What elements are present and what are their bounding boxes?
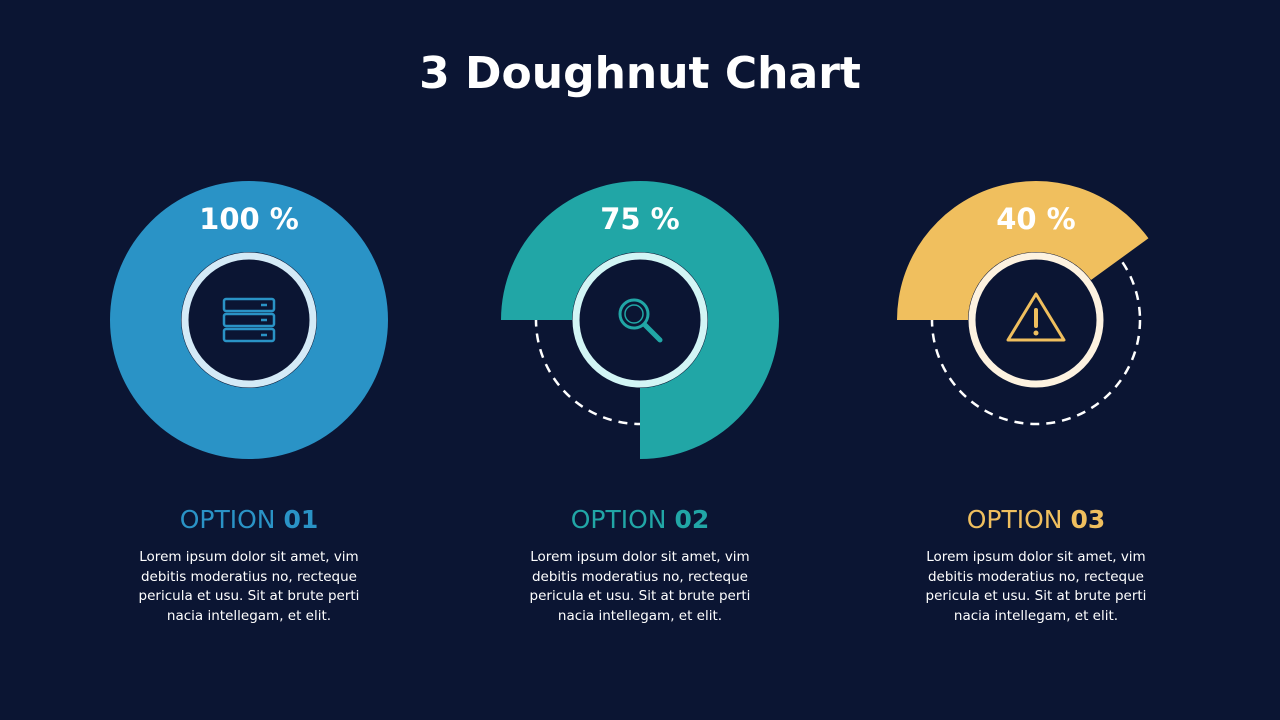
- icon-part: [642, 322, 663, 343]
- option-word: OPTION: [180, 505, 276, 534]
- option-label: OPTION 03: [967, 505, 1106, 534]
- description: Lorem ipsum dolor sit amet, vim debitis …: [138, 549, 360, 624]
- description: Lorem ipsum dolor sit amet, vim debitis …: [529, 549, 751, 624]
- value-label: 40 %: [996, 202, 1076, 236]
- icon-part: [1033, 330, 1039, 336]
- icon-part: [222, 297, 276, 313]
- slide-title: 3 Doughnut Chart: [419, 48, 861, 99]
- value-label: 100 %: [199, 202, 299, 236]
- option-number: 02: [674, 505, 709, 534]
- doughnut-group: 100 % OPTION 01: [110, 181, 388, 534]
- doughnut-arc: [501, 181, 779, 459]
- option-label: OPTION 01: [180, 505, 319, 534]
- icon-part: [1006, 292, 1066, 342]
- doughnut-group: 40 % OPTION 03: [897, 180, 1149, 534]
- icon-part: [222, 312, 276, 328]
- icon-part: [222, 327, 276, 343]
- description: Lorem ipsum dolor sit amet, vim debitis …: [925, 549, 1147, 624]
- value-label: 75 %: [600, 202, 680, 236]
- doughnut-arc: [110, 181, 388, 459]
- option-label: OPTION 02: [571, 505, 710, 534]
- option-word: OPTION: [571, 505, 667, 534]
- doughnut-arc: [897, 180, 1149, 320]
- option-number: 03: [1070, 505, 1105, 534]
- icon-part: [624, 304, 644, 324]
- option-number: 01: [283, 505, 318, 534]
- doughnut-group: 75 % OPTION 02: [501, 181, 779, 534]
- inner-ring: [181, 252, 317, 388]
- icon-part: [618, 298, 650, 330]
- option-word: OPTION: [967, 505, 1063, 534]
